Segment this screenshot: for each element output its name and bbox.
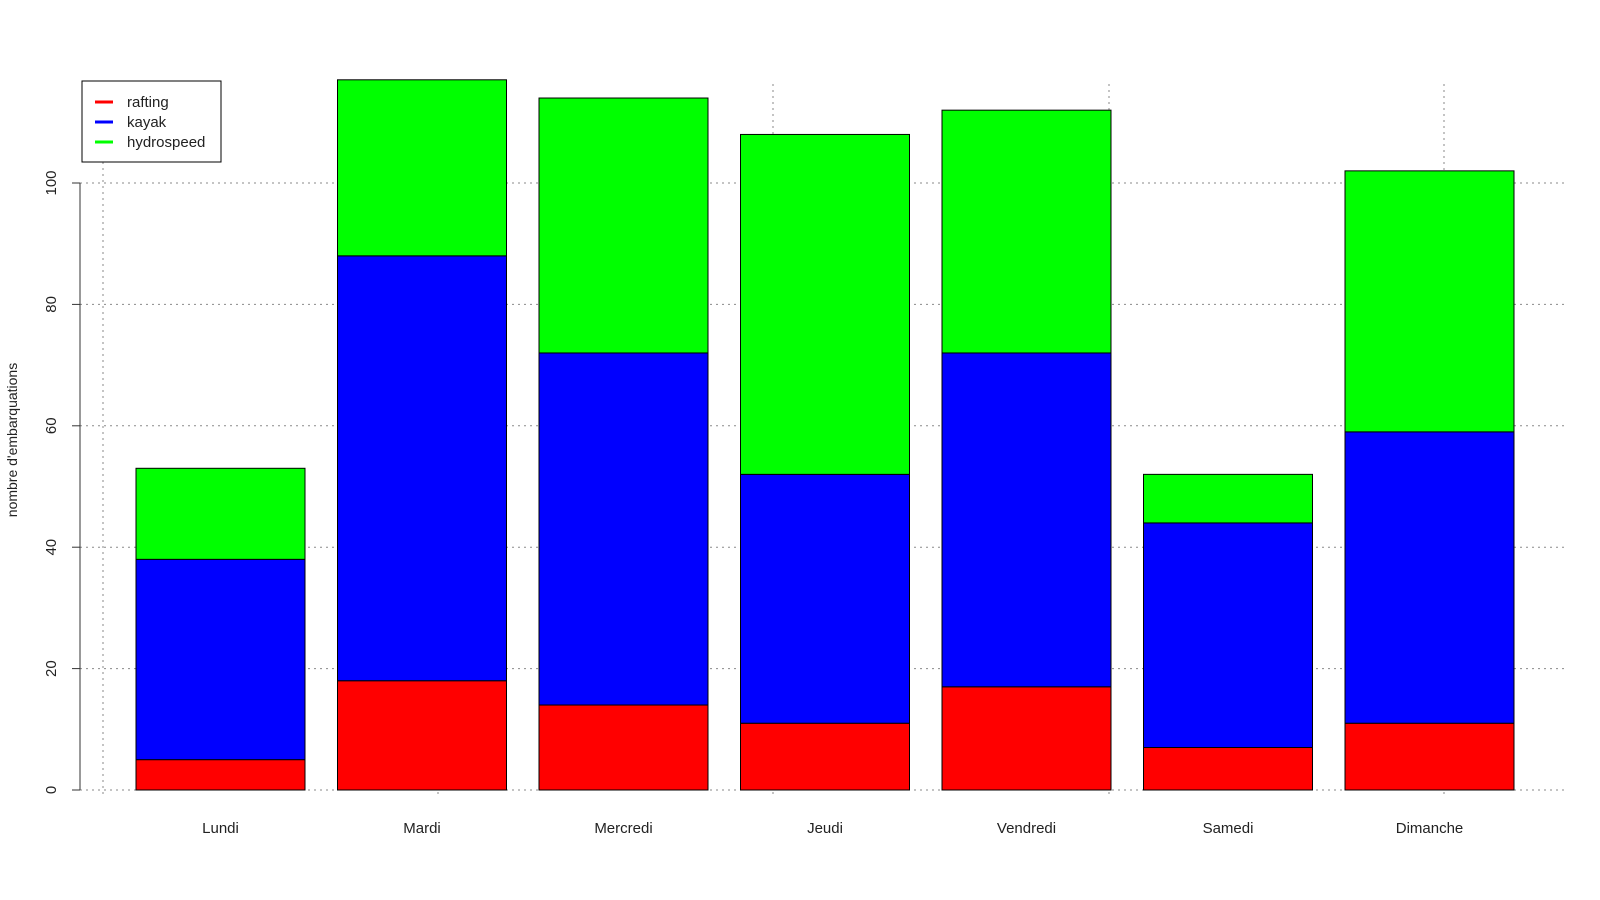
y-tick-label: 20 — [43, 660, 60, 677]
bar-segment-hydrospeed-samedi — [1143, 473, 1313, 524]
x-tick-label: Mardi — [403, 820, 441, 837]
legend-label-hydrospeed: hydrospeed — [127, 134, 205, 151]
y-axis: 0 20 40 60 80 100 — [43, 170, 81, 794]
y-tick-label: 100 — [43, 170, 60, 195]
x-tick-label: Samedi — [1203, 820, 1254, 837]
bar-segment-rafting-jeudi — [740, 722, 910, 791]
bar-segment-rafting-samedi — [1143, 747, 1313, 791]
y-tick-label: 0 — [43, 786, 60, 794]
y-tick-label: 80 — [43, 296, 60, 313]
bar-segment-kayak-dimanche — [1344, 431, 1515, 724]
bar-segment-kayak-mercredi — [538, 352, 709, 706]
bar-segment-hydrospeed-jeudi — [740, 133, 910, 475]
x-tick-label: Lundi — [202, 820, 239, 837]
legend-label-rafting: rafting — [127, 94, 169, 111]
bar-segment-hydrospeed-dimanche — [1344, 170, 1515, 433]
bar-segment-rafting-mercredi — [538, 704, 709, 791]
y-tick-label: 60 — [43, 417, 60, 434]
x-tick-label: Dimanche — [1396, 820, 1464, 837]
bar-segment-hydrospeed-vendredi — [941, 109, 1112, 354]
bar-segment-rafting-mardi — [337, 680, 507, 791]
bar-segment-kayak-lundi — [135, 558, 306, 761]
x-tick-label: Vendredi — [997, 820, 1056, 837]
bar-segment-hydrospeed-lundi — [135, 467, 306, 560]
bar-segment-kayak-mardi — [337, 255, 507, 682]
y-tick-label: 40 — [43, 539, 60, 556]
bar-segment-kayak-jeudi — [740, 473, 910, 724]
bars — [135, 79, 1515, 791]
bar-segment-rafting-vendredi — [941, 686, 1112, 791]
legend-label-kayak: kayak — [127, 114, 167, 131]
bar-segment-hydrospeed-mercredi — [538, 97, 709, 354]
x-tick-label: Jeudi — [807, 820, 843, 837]
y-axis-label: nombre d'embarquations — [4, 363, 20, 517]
x-axis-labels: Lundi Mardi Mercredi Jeudi Vendredi Samedi Dim… — [202, 820, 1463, 837]
bar-segment-rafting-lundi — [135, 759, 306, 791]
x-tick-label: Mercredi — [594, 820, 652, 837]
bar-segment-kayak-samedi — [1143, 522, 1313, 749]
legend: rafting kayak hydrospeed — [81, 80, 222, 163]
bar-segment-rafting-dimanche — [1344, 722, 1515, 791]
bar-segment-hydrospeed-mardi — [337, 79, 507, 257]
bar-segment-kayak-vendredi — [941, 352, 1112, 688]
